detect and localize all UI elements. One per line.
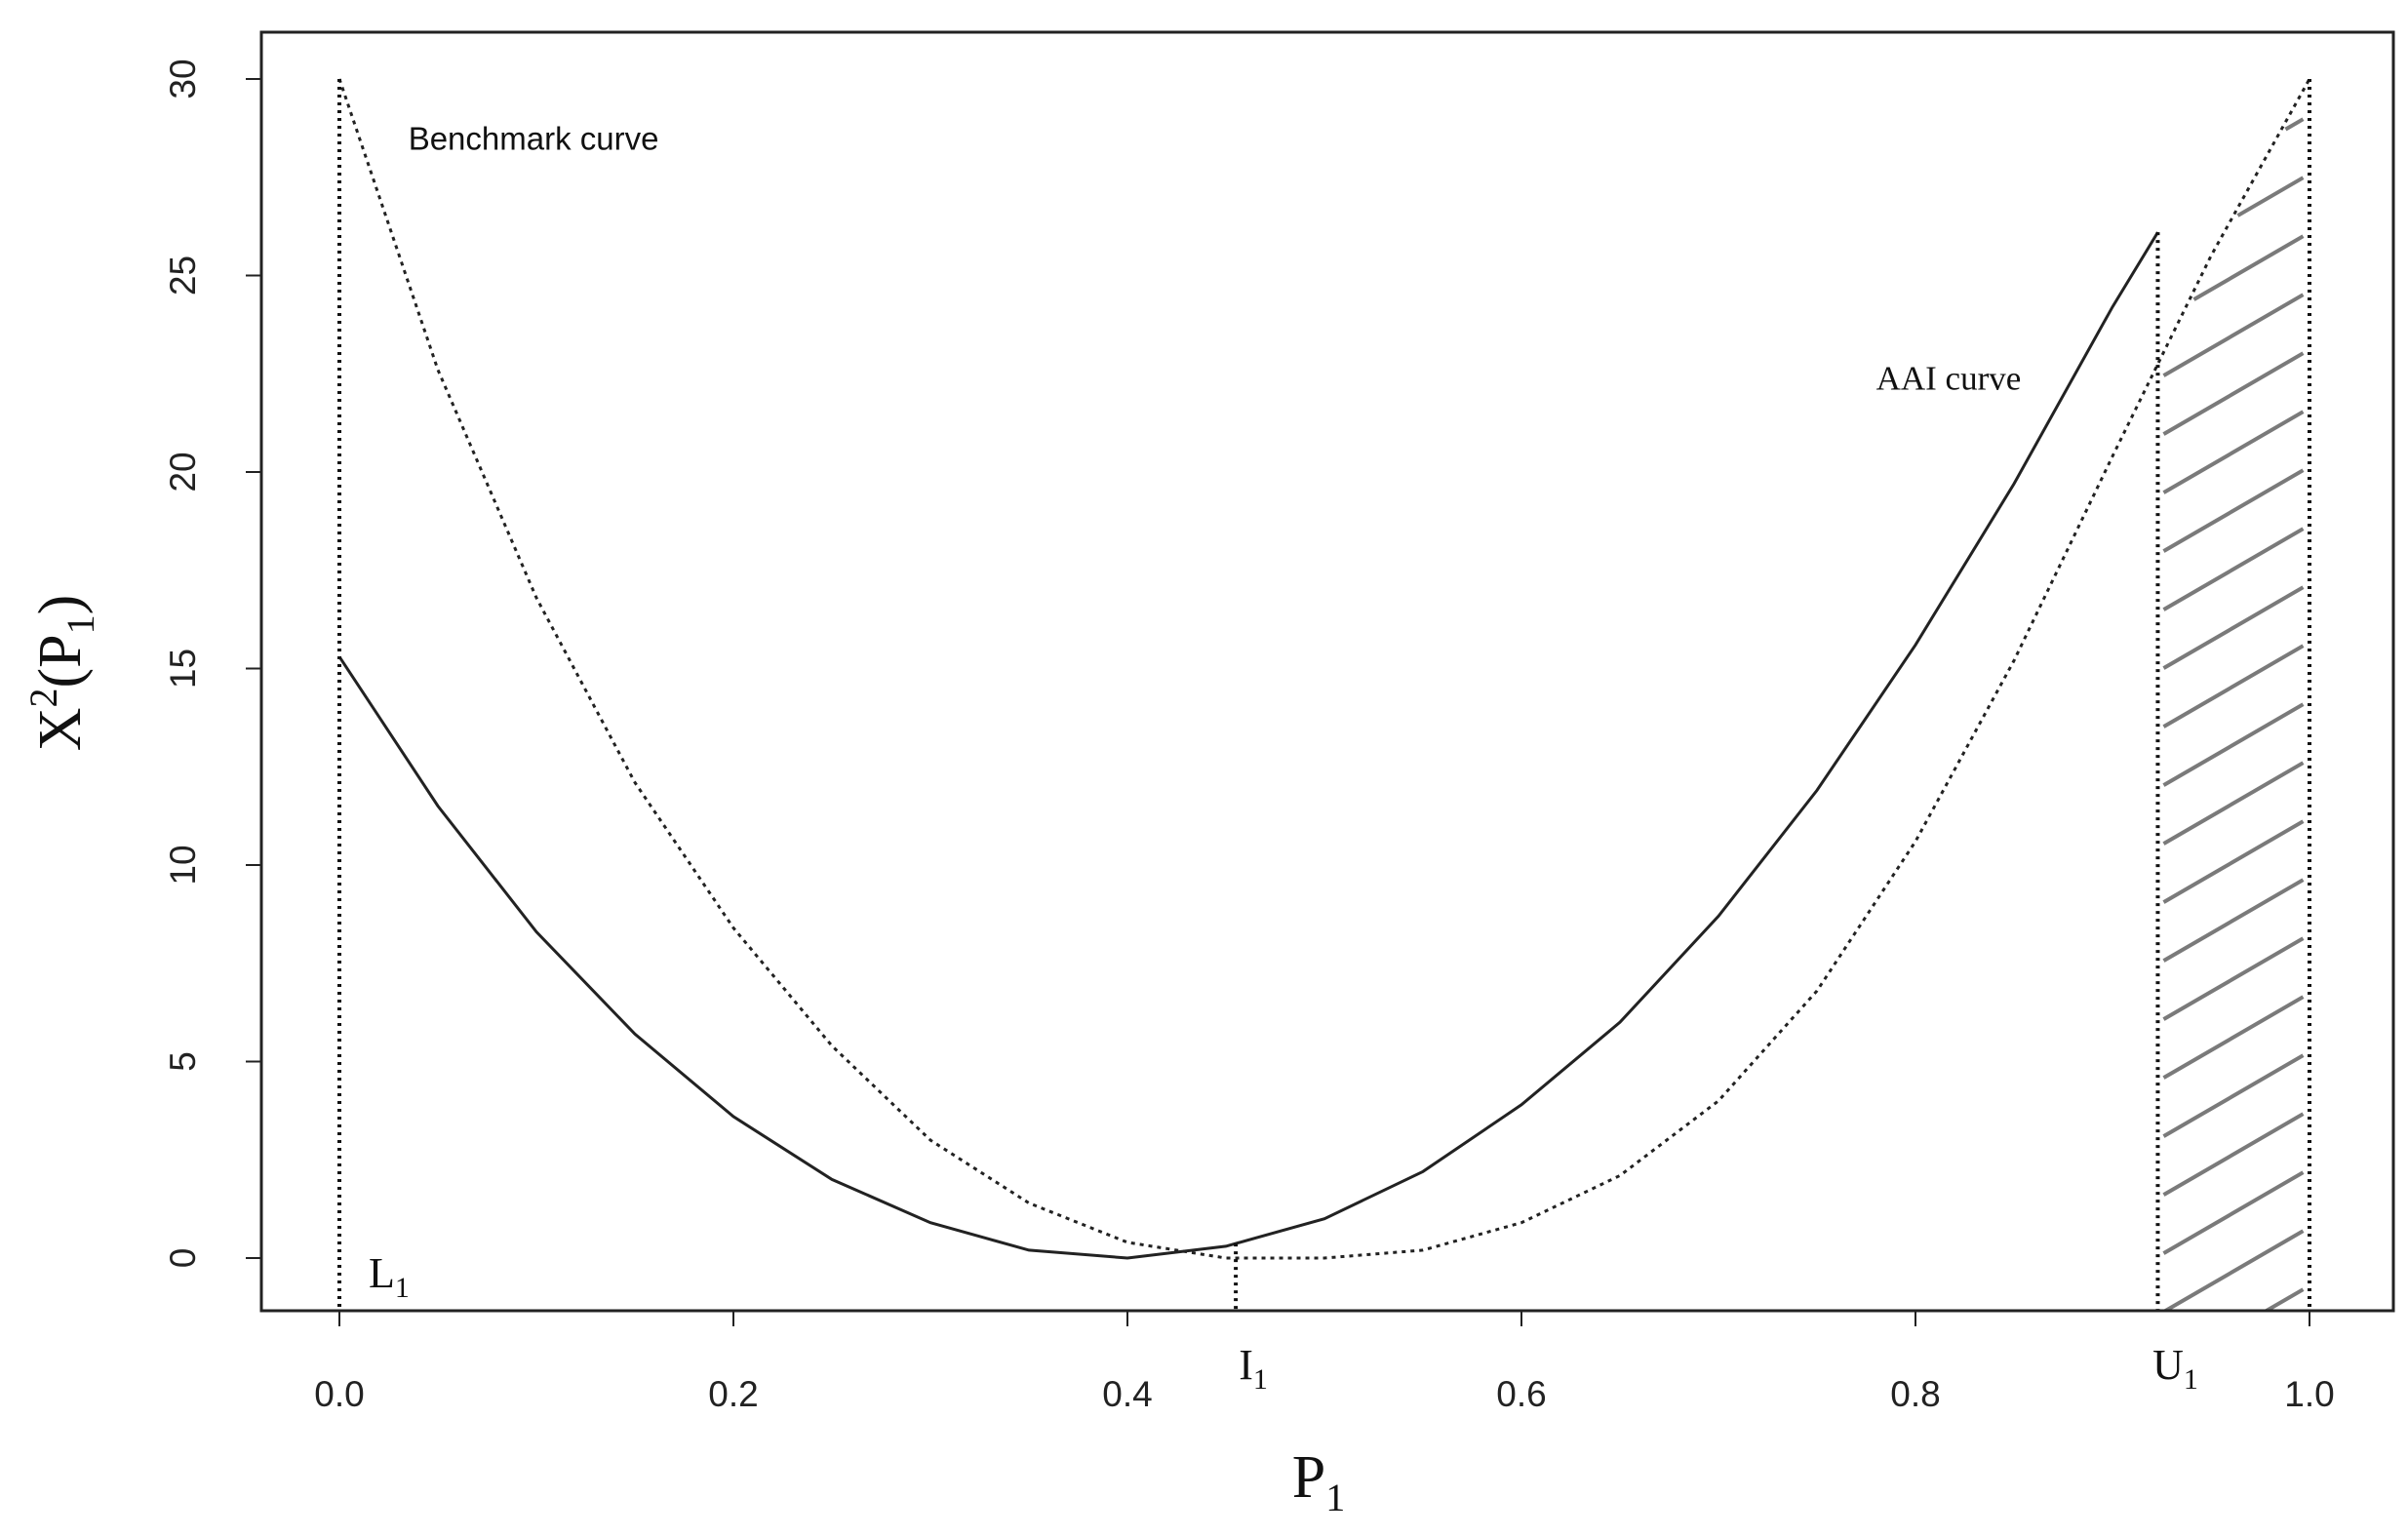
y-axis-title-open: (P xyxy=(27,634,94,688)
hatch-line xyxy=(2162,702,2305,787)
x-axis-title: P1 xyxy=(1292,1444,1345,1519)
marker-label-base: I xyxy=(1239,1341,1253,1389)
marker-label-sub: 1 xyxy=(2184,1363,2198,1396)
hatch-line xyxy=(2162,1053,2305,1138)
benchmark-curve-label: Benchmark curve xyxy=(409,121,659,157)
curve-layer xyxy=(337,78,2311,1260)
y-axis: 0 5 10 15 20 25 30 xyxy=(163,59,261,1268)
benchmark-curve xyxy=(337,78,2311,1260)
marker-label-sub: 1 xyxy=(395,1272,410,1304)
y-tick-label: 15 xyxy=(163,649,203,689)
y-tick-label: 20 xyxy=(163,452,203,492)
hatch-line xyxy=(2162,878,2305,963)
y-axis-title-sup: 2 xyxy=(21,689,65,708)
aai-curve xyxy=(337,231,2159,1260)
x-axis-title-base: P xyxy=(1292,1444,1325,1511)
x-tick-label: 0.2 xyxy=(708,1374,758,1414)
hatch-line xyxy=(2162,1229,2305,1311)
y-axis-title: X2(P1) xyxy=(21,595,102,752)
hatch-line xyxy=(2162,1112,2305,1197)
y-tick-label: 30 xyxy=(163,59,203,98)
marker-label: I1 xyxy=(1239,1341,1268,1396)
hatch-line xyxy=(2162,293,2305,377)
hatch-line xyxy=(2162,995,2305,1080)
hatch-layer xyxy=(2162,117,2305,1372)
x-tick-label: 1.0 xyxy=(2284,1374,2334,1414)
marker-label-sub: 1 xyxy=(1253,1363,1268,1396)
y-tick-label: 0 xyxy=(163,1248,203,1269)
y-tick-label: 10 xyxy=(163,845,203,885)
hatch-line xyxy=(2162,351,2305,436)
x-axis-title-sub: 1 xyxy=(1325,1476,1345,1519)
hatch-line xyxy=(2192,234,2305,301)
annotation-layer: Benchmark curve AAI curve xyxy=(409,121,2022,398)
hatch-line xyxy=(2261,1348,2303,1372)
x-tick-label: 0.6 xyxy=(1496,1374,1546,1414)
y-axis-title-close: ) xyxy=(27,595,94,615)
x-tick-label: 0.8 xyxy=(1890,1374,1940,1414)
x-tick-label: 0.4 xyxy=(1102,1374,1152,1414)
hatch-line xyxy=(2162,410,2305,494)
aai-curve-label: AAI curve xyxy=(1876,359,2022,397)
hatch-line xyxy=(2162,761,2305,846)
hatch-line xyxy=(2262,1287,2305,1311)
x-tick-label: 0.0 xyxy=(314,1374,364,1414)
marker-label-base: L xyxy=(369,1249,395,1297)
plot-frame xyxy=(259,30,2395,1313)
y-axis-title-base: X xyxy=(27,708,94,752)
hatch-line xyxy=(2162,819,2305,904)
hatch-line xyxy=(2162,936,2305,1021)
marker-label-base: U xyxy=(2152,1341,2184,1389)
hatch-line xyxy=(2162,644,2305,729)
marker-label: U1 xyxy=(2152,1341,2198,1396)
marker-label: L1 xyxy=(369,1249,410,1304)
y-axis-title-sub: 1 xyxy=(59,614,102,634)
y-tick-label: 25 xyxy=(163,256,203,295)
x-axis: 0.0 0.2 0.4 0.6 0.8 1.0 xyxy=(314,1311,2335,1414)
hatch-line xyxy=(2162,468,2305,553)
hatch-line xyxy=(2284,117,2305,132)
hatch-line xyxy=(2162,585,2305,670)
y-tick-label: 5 xyxy=(163,1051,203,1072)
hatch-line xyxy=(2162,527,2305,611)
hatch-line xyxy=(2236,176,2305,217)
hatch-line xyxy=(2162,1170,2305,1255)
